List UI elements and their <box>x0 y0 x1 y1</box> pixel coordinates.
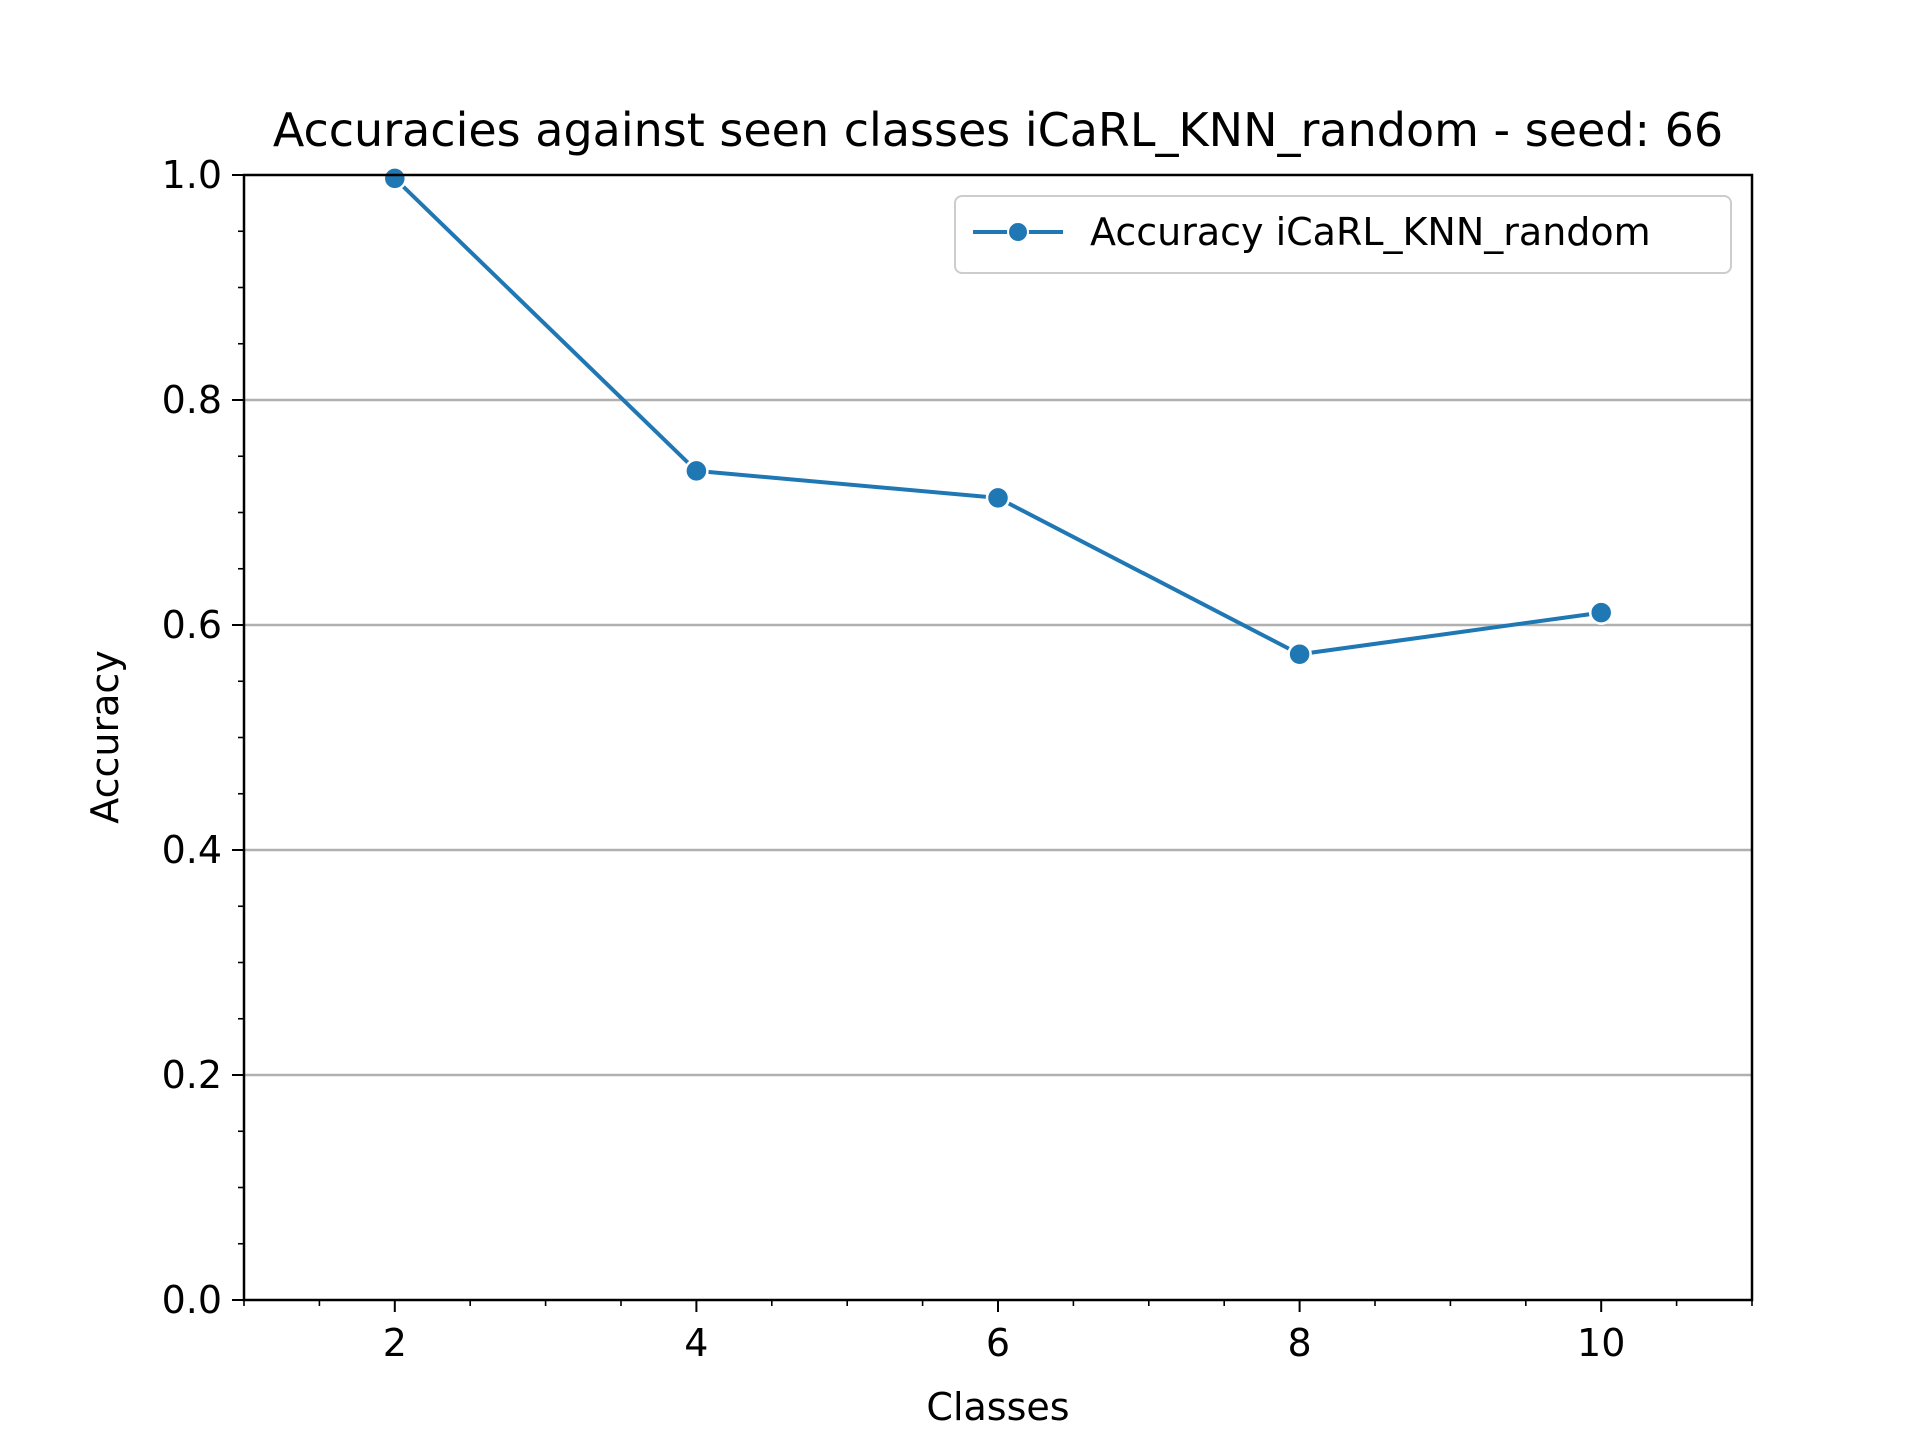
y-axis-label: Accuracy <box>83 650 127 824</box>
data-point <box>684 458 709 484</box>
series-group <box>382 166 1614 667</box>
y-tick-label: 0.8 <box>162 378 222 422</box>
x-axis-label: Classes <box>926 1385 1069 1429</box>
chart-title: Accuracies against seen classes iCaRL_KN… <box>273 103 1723 157</box>
legend: Accuracy iCaRL_KNN_random <box>954 195 1732 274</box>
y-tick-label: 0.4 <box>162 828 222 872</box>
legend-box <box>954 195 1732 274</box>
y-tick-label: 0.0 <box>162 1278 222 1322</box>
data-point <box>382 166 408 191</box>
x-axis: 2 4 6 8 10 <box>383 1300 1625 1365</box>
x-tick-label: 2 <box>383 1321 407 1365</box>
y-tick-label: 1.0 <box>162 153 222 197</box>
data-point <box>1287 642 1312 667</box>
x-tick-label: 6 <box>986 1321 1010 1365</box>
legend-marker <box>1007 221 1029 243</box>
x-tick-label: 10 <box>1577 1321 1625 1365</box>
x-tick-label: 4 <box>684 1321 708 1365</box>
y-axis: 0.0 0.2 0.4 0.6 0.8 1.0 <box>162 153 244 1322</box>
data-point <box>985 485 1011 511</box>
y-tick-label: 0.2 <box>162 1053 222 1097</box>
plot-frame <box>242 173 1754 1302</box>
x-tick-label: 8 <box>1288 1321 1312 1365</box>
legend-label: Accuracy iCaRL_KNN_random <box>1090 210 1651 254</box>
data-point <box>1588 600 1614 625</box>
y-tick-label: 0.6 <box>162 603 222 647</box>
